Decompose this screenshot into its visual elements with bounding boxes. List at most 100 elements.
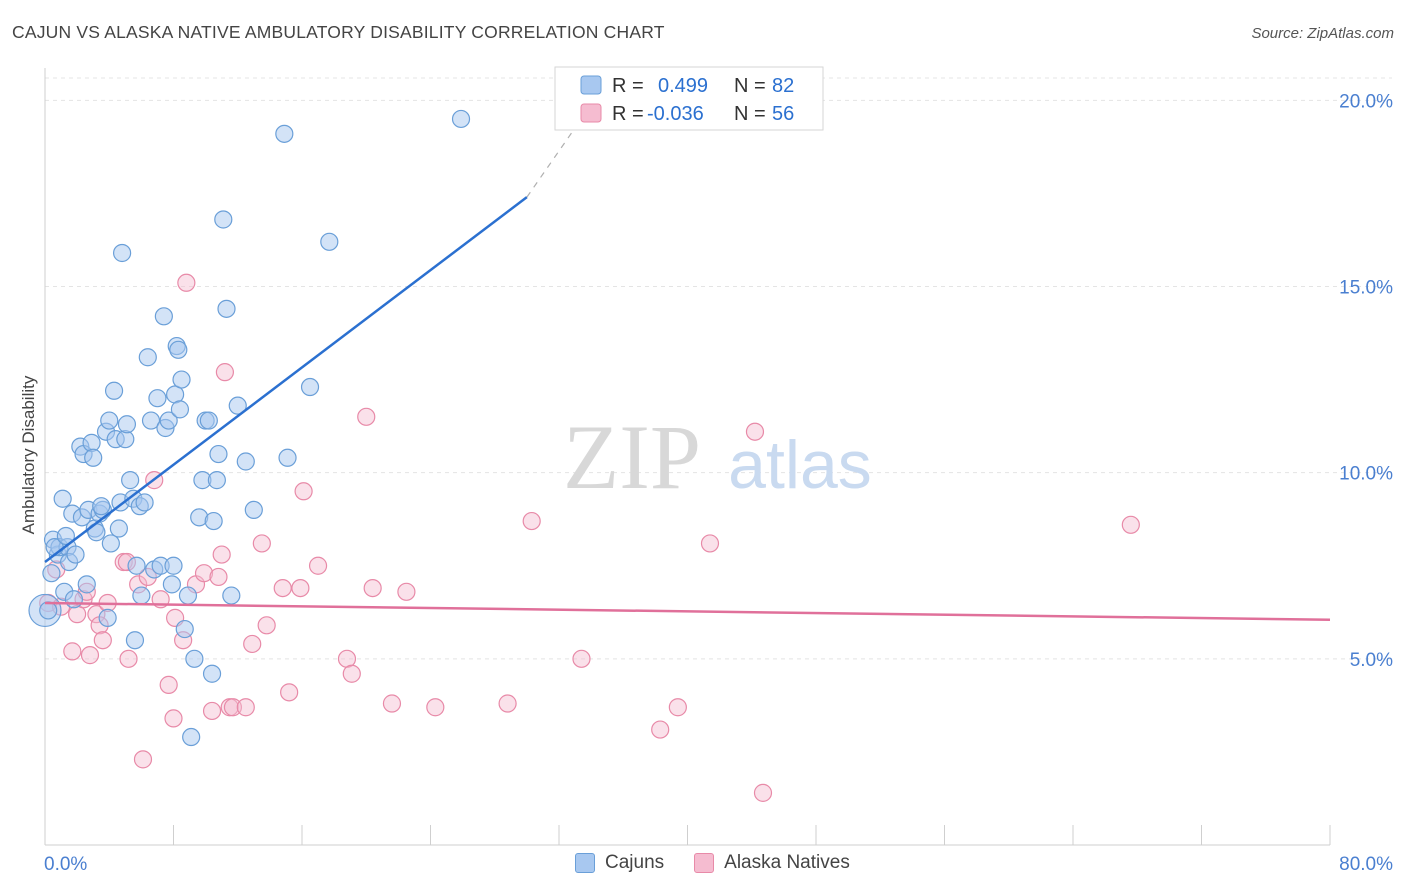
cajuns-point xyxy=(209,444,228,464)
cajuns-point xyxy=(125,631,145,650)
cajuns-point xyxy=(217,299,236,318)
pink-swatch xyxy=(580,103,602,123)
n-value-1: 82 xyxy=(772,75,794,97)
alaska-natives-point xyxy=(93,631,112,650)
cajuns-point xyxy=(159,411,178,430)
cajuns-point xyxy=(214,210,233,229)
cajuns-point xyxy=(185,649,204,668)
chart-title: CAJUN VS ALASKA NATIVE AMBULATORY DISABI… xyxy=(12,22,665,42)
alaska-natives-point xyxy=(80,646,100,665)
alaska-natives-points xyxy=(39,273,1140,802)
y-tick-label: 20.0% xyxy=(1339,91,1393,112)
alaska-natives-point xyxy=(357,407,376,426)
alaska-natives-point xyxy=(164,709,183,728)
alaska-natives-point xyxy=(63,642,82,661)
cajuns-point xyxy=(53,489,72,508)
cajuns-point xyxy=(169,340,188,359)
alaska-natives-point xyxy=(252,534,271,553)
alaska-natives-point xyxy=(363,578,382,598)
cajuns-point xyxy=(278,448,297,467)
cajuns-point xyxy=(77,575,96,594)
alaska-natives-point xyxy=(1121,515,1140,534)
x-tick-labels: 0.0% 80.0% xyxy=(44,854,1393,875)
alaska-natives-point xyxy=(273,578,292,598)
watermark: ZIP atlas xyxy=(563,406,872,508)
cajuns-legend-label: Cajuns xyxy=(605,852,665,873)
source-label: Source: ZipAtlas.com xyxy=(1251,25,1394,42)
grid-lines xyxy=(45,77,1392,660)
alaska-natives-point xyxy=(522,511,541,531)
cajuns-point xyxy=(222,586,241,605)
cajuns-point xyxy=(320,232,339,251)
cajuns-point xyxy=(127,556,146,575)
r-value-2: -0.036 xyxy=(647,103,704,125)
cajuns-point xyxy=(135,493,154,512)
cajuns-point xyxy=(148,389,167,408)
series-legend: Cajuns Alaska Natives xyxy=(575,852,880,874)
cajuns-point xyxy=(66,545,85,564)
r-label-2: R = xyxy=(612,103,644,125)
alaska-natives-point xyxy=(651,720,670,739)
cajuns-point xyxy=(121,471,140,490)
cajuns-legend-swatch xyxy=(575,853,595,873)
blue-swatch xyxy=(580,75,602,95)
alaska-natives-point xyxy=(745,422,765,441)
alaska-natives-point xyxy=(397,582,416,601)
alaska-natives-legend-swatch xyxy=(694,853,715,873)
alaska-natives-point xyxy=(753,783,773,802)
cajuns-trend-line xyxy=(44,196,528,564)
cajuns-point xyxy=(104,381,124,400)
cajuns-point xyxy=(164,556,183,575)
cajuns-point xyxy=(112,243,132,263)
cajuns-point xyxy=(204,511,223,531)
cajuns-point xyxy=(92,497,111,516)
cajuns-point xyxy=(199,411,218,430)
cajuns-point xyxy=(132,586,151,605)
n-label-1: N = xyxy=(734,75,766,97)
cajuns-point xyxy=(451,109,471,129)
cajuns-point xyxy=(101,534,120,553)
r-value-1: 0.499 xyxy=(658,75,708,97)
alaska-natives-point xyxy=(159,675,178,694)
alaska-natives-trend-line xyxy=(44,601,1331,621)
alaska-natives-point xyxy=(209,567,228,587)
alaska-natives-point xyxy=(177,273,196,292)
cajuns-point xyxy=(64,590,84,609)
alaska-natives-point xyxy=(700,534,720,553)
cajuns-points xyxy=(28,109,471,747)
alaska-natives-point xyxy=(294,482,313,501)
alaska-natives-point xyxy=(236,698,255,717)
trend-lines xyxy=(44,81,1331,621)
cajuns-point xyxy=(275,124,294,143)
y-tick-label: 10.0% xyxy=(1339,464,1393,485)
alaska-natives-point xyxy=(223,698,243,717)
cajuns-point xyxy=(84,448,103,467)
cajuns-point xyxy=(178,586,198,605)
alaska-natives-point xyxy=(572,649,591,668)
cajuns-point xyxy=(109,519,128,538)
cajuns-point xyxy=(175,619,194,639)
alaska-natives-point xyxy=(668,698,687,717)
alaska-natives-point xyxy=(426,698,445,717)
cajuns-point xyxy=(236,452,255,471)
cajuns-point xyxy=(154,307,173,326)
cajuns-point xyxy=(42,564,61,583)
alaska-natives-point xyxy=(215,363,234,382)
cajuns-point xyxy=(182,727,201,747)
correlation-legend: R = 0.499 N = 82 R = -0.036 N = 56 xyxy=(554,66,824,131)
alaska-natives-point xyxy=(133,750,153,769)
alaska-natives-point xyxy=(291,578,310,598)
cajuns-point xyxy=(117,415,137,434)
axes xyxy=(44,68,1331,846)
cajuns-point xyxy=(100,411,119,430)
r-label-1: R = xyxy=(612,75,644,97)
y-tick-label: 5.0% xyxy=(1350,650,1393,671)
cajuns-point xyxy=(170,400,190,419)
cajuns-point xyxy=(202,664,222,683)
cajuns-point xyxy=(56,526,75,546)
y-axis-title: Ambulatory Disability xyxy=(19,375,38,534)
x-tick-label-max: 80.0% xyxy=(1339,854,1393,875)
cajuns-point xyxy=(172,370,191,389)
alaska-natives-point xyxy=(119,649,138,668)
